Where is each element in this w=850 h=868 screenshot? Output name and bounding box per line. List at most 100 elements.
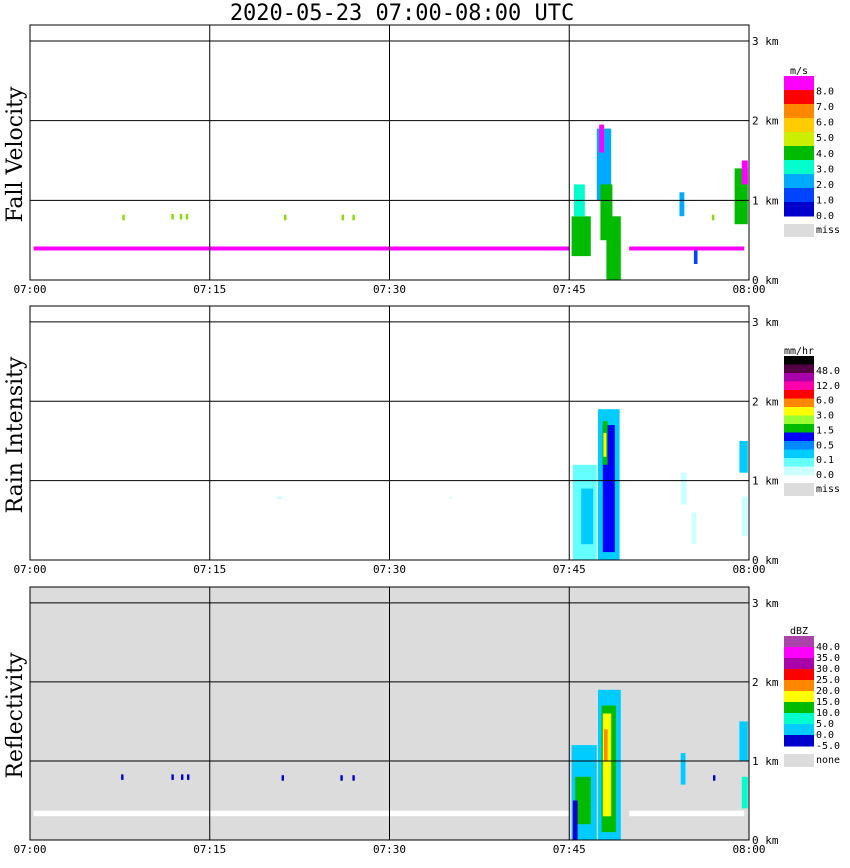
legend-swatch: [784, 658, 814, 670]
data-cell: [603, 433, 607, 457]
data-cell: [741, 776, 748, 809]
x-tick-label: 07:00: [13, 283, 46, 296]
legend-swatch: [784, 647, 814, 659]
legend-swatch: [784, 424, 814, 433]
legend-label: 0.0: [816, 211, 834, 222]
data-cell: [606, 216, 621, 281]
data-cell: [571, 216, 591, 257]
plot-frame: [29, 305, 750, 561]
data-cell: [741, 160, 748, 185]
legend-swatch: [784, 415, 814, 425]
x-tick-label: 08:00: [732, 843, 765, 856]
legend-swatch: [784, 669, 814, 681]
x-tick-label: 07:30: [373, 843, 406, 856]
legend-missing-swatch: [784, 224, 814, 237]
plot-frame: [29, 24, 750, 281]
x-tick-label: 07:30: [373, 563, 406, 576]
legend-label: 48.0: [816, 366, 840, 377]
legend-label: 12.0: [816, 381, 840, 392]
legend-label: 0.0: [816, 730, 834, 741]
y-tick-label: 3 km: [752, 35, 779, 48]
y-tick-label: 3 km: [752, 316, 779, 329]
x-tick-label: 07:00: [13, 843, 46, 856]
legend-swatch: [784, 390, 814, 399]
y-tick-label: 1 km: [752, 194, 779, 207]
panel-1: 0 km 1 km 2 km 3 km 07:00 07:15 07:30 07:45 08:0…: [3, 24, 840, 296]
legend-swatch: [784, 90, 814, 105]
legend-swatch: [784, 441, 814, 450]
legend-label: 0.0: [816, 470, 834, 481]
page-title: 2020-05-23 07:00-08:00 UTC: [229, 1, 575, 26]
data-cell: [171, 774, 174, 780]
y-tick-label: 1 km: [752, 475, 779, 488]
legend-label: 35.0: [816, 653, 840, 664]
data-cell: [171, 213, 174, 220]
data-cell: [179, 213, 183, 220]
y-tick-label: 0 km: [752, 274, 779, 287]
legend-swatch: [784, 174, 814, 189]
legend-unit: dBZ: [790, 626, 808, 637]
data-cell: [276, 496, 282, 499]
legend-label: 0.5: [816, 440, 834, 451]
legend-label: 4.0: [816, 149, 834, 160]
data-cell: [284, 214, 287, 221]
legend-unit: mm/hr: [784, 346, 814, 357]
legend-label: 3.0: [816, 411, 834, 422]
legend-swatch: [784, 364, 814, 374]
y-tick-label: 0 km: [752, 834, 779, 847]
data-cell: [629, 246, 745, 251]
data-cell: [680, 753, 686, 785]
legend-label: 25.0: [816, 675, 840, 686]
x-tick-label: 07:00: [13, 563, 46, 576]
legend-label: 2.0: [816, 180, 834, 191]
data-cell: [739, 440, 748, 473]
data-cell: [181, 774, 184, 780]
legend-swatch: [784, 76, 814, 91]
data-cell: [340, 775, 343, 781]
data-cell: [352, 775, 355, 781]
legend-swatch: [784, 160, 814, 175]
legend-swatch: [784, 132, 814, 147]
x-tick-label: 07:45: [553, 283, 586, 296]
legend-label: 1.5: [816, 425, 834, 436]
data-cell: [187, 774, 190, 780]
data-cell: [122, 214, 125, 221]
legend-label: 8.0: [816, 87, 834, 98]
legend-label: 20.0: [816, 686, 840, 697]
legend-label: 0.1: [816, 455, 834, 466]
data-cell: [602, 713, 612, 817]
y-tick-label: 2 km: [752, 115, 779, 128]
legend-swatch: [784, 373, 814, 382]
data-cell: [604, 729, 608, 761]
legend-swatch: [784, 104, 814, 119]
x-tick-label: 07:15: [193, 843, 226, 856]
legend-label: 1.0: [816, 195, 834, 206]
legend-label: 5.0: [816, 719, 834, 730]
legend: dBZ 40.035.030.025.020.015.010.05.00.0-5.…: [784, 626, 840, 767]
legend-swatch: [784, 702, 814, 714]
legend-swatch: [784, 724, 814, 736]
data-cell: [679, 192, 685, 217]
legend-swatch: [784, 407, 814, 416]
legend-swatch: [784, 118, 814, 133]
x-tick-label: 07:15: [193, 283, 226, 296]
data-cell: [341, 214, 344, 221]
legend-swatch: [784, 202, 814, 217]
legend-missing-swatch: [784, 483, 814, 496]
data-cell: [711, 214, 715, 221]
legend-label: 40.0: [816, 642, 840, 653]
legend-swatch: [784, 713, 814, 725]
data-cell: [713, 775, 716, 781]
data-cell: [575, 776, 591, 825]
legend-missing-label: none: [816, 755, 840, 766]
data-cell: [629, 810, 745, 817]
legend-unit: m/s: [790, 66, 808, 77]
legend-swatch: [784, 432, 814, 442]
legend-swatch: [784, 356, 814, 365]
y-axis-label: Fall Velocity: [3, 86, 28, 222]
data-cell: [691, 512, 697, 545]
legend-label: 10.0: [816, 708, 840, 719]
legend-swatch: [784, 466, 814, 476]
x-tick-label: 07:15: [193, 563, 226, 576]
legend-swatch: [784, 449, 814, 459]
